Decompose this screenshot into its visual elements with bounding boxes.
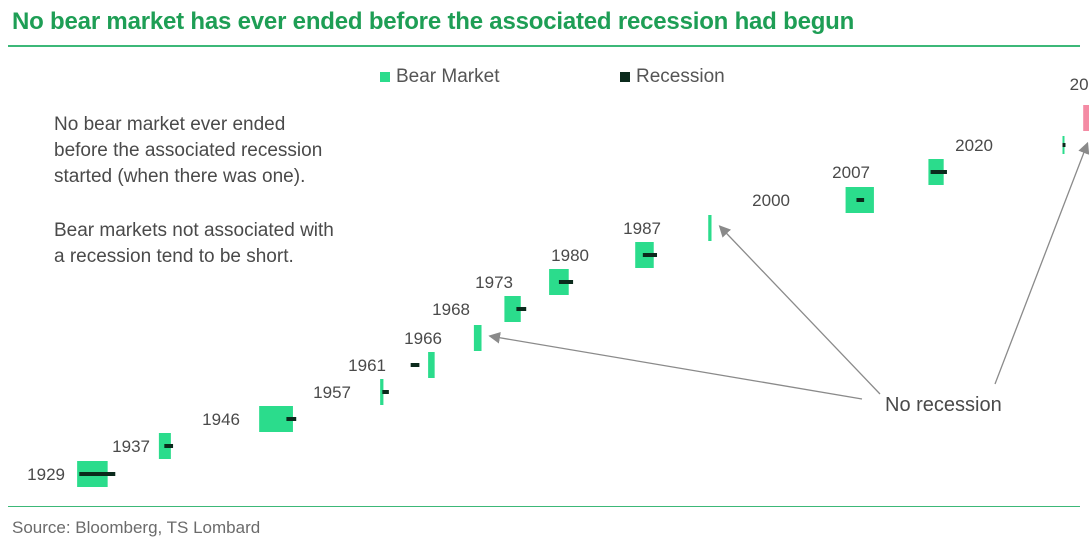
source-note: Source: Bloomberg, TS Lombard [12,518,261,537]
recession-bar-1961 [410,363,420,367]
bar-label-1968: 1968 [432,300,470,319]
bar-label-1980: 1980 [551,246,589,265]
footer-rule [8,506,1080,507]
bar-label-1937: 1937 [112,437,150,456]
bear-bar-1961 [428,352,435,378]
bar-label-1973: 1973 [475,273,513,292]
bar-label-2000: 2000 [752,191,790,210]
recession-bar-1937 [164,444,174,448]
note-line-2: before the associated recession [54,140,323,161]
annotation-arrow-2022 [994,141,1089,385]
recession-bar-2000 [856,198,865,202]
bar-label-1946: 1946 [202,410,240,429]
annotation-no-recession: No recession [885,394,1002,416]
bar-label-1966: 1966 [404,329,442,348]
bar-label-1929: 1929 [27,465,65,484]
recession-bar-1957 [382,390,389,394]
bear-bar-1966 [473,325,482,351]
recession-bar-1973 [558,280,574,284]
legend-bear: Bear Market [380,66,499,88]
recession-bar-1968 [516,307,527,311]
annotation-arrow-1987 [718,225,881,395]
recession-bar-2007 [930,170,947,174]
chart-title: No bear market has ever ended before the… [12,8,855,35]
bar-label-2022: 2022 [1070,75,1089,94]
bar-label-2007: 2007 [832,163,870,182]
recession-swatch-icon [620,72,630,82]
bear-bar-1957 [380,379,384,405]
title-underline [8,45,1080,47]
bear-bar-2022 [1083,105,1089,131]
bar-label-1961: 1961 [348,356,386,375]
recession-bar-1946 [286,417,297,421]
bear-swatch-icon [380,72,390,82]
legend-recession: Recession [620,66,725,88]
legend-recession-label: Recession [636,66,725,87]
bar-label-1987: 1987 [623,219,661,238]
bear-bar-1987 [708,215,712,241]
legend-bear-label: Bear Market [396,66,500,87]
note-line-5: Bear markets not associated with [54,220,334,241]
recession-bar-1980 [642,253,658,257]
annotation-arrow-1966 [488,331,863,400]
note-line-3: started (when there was one). [54,166,306,187]
recession-bar-2020 [1062,143,1066,147]
bar-label-2020: 2020 [955,136,993,155]
bar-label-1957: 1957 [313,383,351,402]
note-line-6: a recession tend to be short. [54,246,294,267]
note-line-1: No bear market ever ended [54,114,286,135]
bear-bar-1968 [504,296,521,322]
recession-bar-1929 [79,472,116,476]
